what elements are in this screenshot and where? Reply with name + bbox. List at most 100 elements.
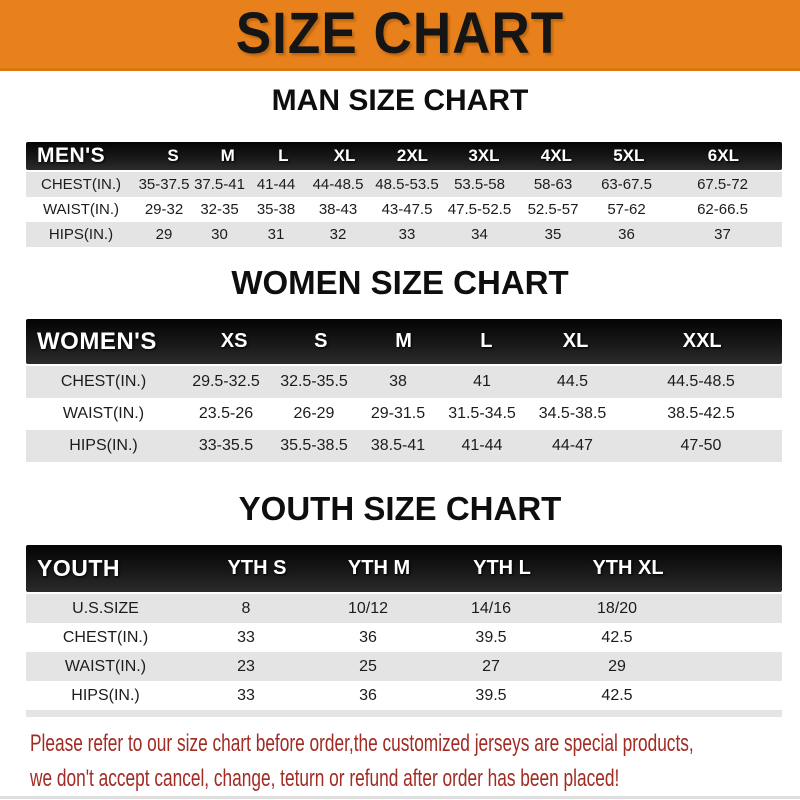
table-cell: 36 <box>359 628 377 646</box>
column-header: 6XL <box>707 146 739 165</box>
youth-table-bottom-stripe <box>26 710 782 717</box>
table-cell: 38.5-41 <box>370 437 426 454</box>
row-label: CHEST(IN.) <box>41 176 121 193</box>
table-cell: 34.5-38.5 <box>538 405 607 422</box>
table-cell: 32 <box>329 226 347 243</box>
table-row: HIPS(IN.) 33 36 39.5 42.5 <box>26 681 782 710</box>
table-cell: 57-62 <box>607 201 646 218</box>
footer-note: Please refer to our size chart before or… <box>30 726 793 796</box>
table-cell: 44.5 <box>556 373 589 390</box>
table-cell: 36 <box>359 686 377 704</box>
table-cell: 29.5-32.5 <box>192 373 260 390</box>
table-cell: 31.5-34.5 <box>448 405 516 422</box>
size-chart-banner: SIZE CHART <box>0 0 800 71</box>
table-cell: 25 <box>359 657 377 675</box>
women-table-header-row: WOMEN'S XS S M L XL XXL <box>26 319 782 364</box>
row-label: CHEST(IN.) <box>60 373 147 390</box>
footer-line-2: we don't accept cancel, change, teturn o… <box>30 765 620 792</box>
women-size-table: WOMEN'S XS S M L XL XXL CHEST(IN.) 29.5-32.5 32.… <box>26 319 782 462</box>
row-label: WAIST(IN.) <box>62 405 145 422</box>
table-cell: 44-47 <box>552 437 593 454</box>
row-label: CHEST(IN.) <box>62 628 149 646</box>
column-header: XS <box>220 330 248 352</box>
column-header: 5XL <box>613 146 645 165</box>
table-cell: 37 <box>714 226 731 243</box>
table-cell: 48.5-53.5 <box>375 176 439 193</box>
youth-section-heading: YOUTH SIZE CHART <box>238 490 562 527</box>
table-cell: 39.5 <box>475 686 507 704</box>
column-header: YTH XL <box>592 557 664 579</box>
column-header: S <box>314 330 328 352</box>
table-cell: 33-35.5 <box>198 437 254 454</box>
table-row: CHEST(IN.) 33 36 39.5 42.5 <box>26 623 782 652</box>
table-cell: 23 <box>237 657 255 675</box>
youth-table-header-row: YOUTH YTH S YTH M YTH L YTH XL <box>26 545 782 592</box>
table-cell: 67.5-72 <box>697 176 748 193</box>
table-cell: 47-50 <box>680 437 722 454</box>
column-header: XL <box>333 146 356 165</box>
table-cell: 35.5-38.5 <box>280 437 348 454</box>
table-cell: 62-66.5 <box>697 201 748 218</box>
table-row: U.S.SIZE 8 10/12 14/16 18/20 <box>26 594 782 623</box>
table-cell: 33 <box>398 226 416 243</box>
table-cell: 23.5-26 <box>198 405 254 422</box>
column-header: L <box>278 146 289 165</box>
row-label: HIPS(IN.) <box>71 686 140 704</box>
table-corner-label: MEN'S <box>37 144 106 167</box>
column-header: YTH L <box>473 557 531 579</box>
women-section-heading: WOMEN SIZE CHART <box>231 264 569 301</box>
table-cell: 33 <box>237 686 255 704</box>
column-header: 3XL <box>468 146 500 165</box>
table-corner-label: YOUTH <box>37 555 120 581</box>
table-cell: 38-43 <box>318 201 358 218</box>
row-label: HIPS(IN.) <box>69 437 138 454</box>
column-header: L <box>480 330 493 352</box>
table-cell: 14/16 <box>470 599 512 617</box>
footer-line-1: Please refer to our size chart before or… <box>30 730 694 757</box>
table-cell: 42.5 <box>601 686 633 704</box>
youth-size-table: YOUTH YTH S YTH M YTH L YTH XL U.S.SIZE 8 10/1… <box>26 545 782 717</box>
women-table-body: CHEST(IN.) 29.5-32.5 32.5-35.5 38 41 44.5 44.5… <box>26 366 782 462</box>
table-cell: 47.5-52.5 <box>447 201 512 218</box>
table-cell: 32.5-35.5 <box>280 373 348 390</box>
column-header: M <box>220 146 235 165</box>
table-cell: 53.5-58 <box>454 176 505 193</box>
table-cell: 41-44 <box>256 176 296 193</box>
row-label: HIPS(IN.) <box>48 226 114 243</box>
table-row: HIPS(IN.) 29 30 31 32 33 34 35 36 37 <box>26 222 782 247</box>
table-cell: 44-48.5 <box>312 176 364 193</box>
youth-table-body: U.S.SIZE 8 10/12 14/16 18/20 CHEST(IN.) 33 36 39… <box>26 594 782 710</box>
table-cell: 38.5-42.5 <box>667 405 735 422</box>
table-corner-label: WOMEN'S <box>37 327 157 355</box>
bottom-divider <box>0 796 800 799</box>
table-cell: 36 <box>618 226 635 243</box>
table-cell: 33 <box>237 628 255 646</box>
table-cell: 10/12 <box>347 599 389 617</box>
table-row: CHEST(IN.) 29.5-32.5 32.5-35.5 38 41 44.5 44.5… <box>26 366 782 398</box>
men-section-heading: MAN SIZE CHART <box>271 84 529 117</box>
table-row: CHEST(IN.) 35-37.5 37.5-41 41-44 44-48.5 48.5… <box>26 172 782 197</box>
table-cell: 37.5-41 <box>194 176 245 193</box>
table-cell: 29-32 <box>144 201 184 218</box>
table-cell: 8 <box>241 599 251 617</box>
column-header: YTH S <box>227 557 287 579</box>
column-header: XXL <box>682 330 722 352</box>
table-cell: 18/20 <box>596 599 638 617</box>
table-cell: 43-47.5 <box>381 201 433 218</box>
column-header: YTH M <box>347 557 411 579</box>
table-cell: 32-35 <box>200 201 239 218</box>
table-row: WAIST(IN.) 23.5-26 26-29 29-31.5 31.5-34.5 34… <box>26 398 782 430</box>
table-cell: 58-63 <box>533 176 573 193</box>
table-cell: 41-44 <box>461 437 503 454</box>
row-label: WAIST(IN.) <box>64 657 147 675</box>
table-cell: 42.5 <box>601 628 633 646</box>
table-row: HIPS(IN.) 33-35.5 35.5-38.5 38.5-41 41-44 44-… <box>26 430 782 462</box>
table-cell: 35-37.5 <box>138 176 190 193</box>
row-label: U.S.SIZE <box>72 599 139 617</box>
row-label: WAIST(IN.) <box>42 201 120 218</box>
table-cell: 63-67.5 <box>601 176 652 193</box>
table-cell: 31 <box>267 226 285 243</box>
table-cell: 27 <box>482 657 500 675</box>
table-cell: 29 <box>155 226 173 243</box>
table-cell: 35-38 <box>256 201 296 218</box>
